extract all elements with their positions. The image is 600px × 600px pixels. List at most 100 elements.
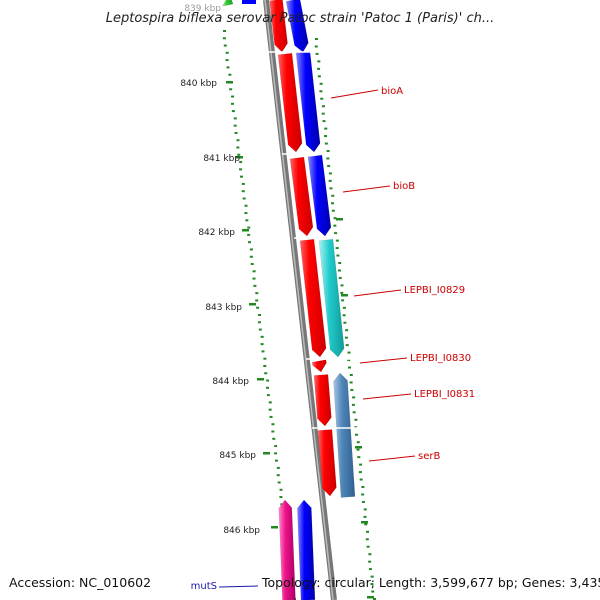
gc-dot bbox=[365, 538, 369, 541]
gc-dot bbox=[239, 161, 243, 164]
gc-dot bbox=[247, 226, 251, 229]
gc-dot bbox=[274, 445, 278, 448]
cds-feature[interactable] bbox=[289, 156, 314, 237]
gc-dot bbox=[263, 357, 267, 360]
gene-label-serB[interactable]: serB bbox=[418, 451, 440, 462]
gc-dot bbox=[331, 194, 335, 197]
gc-dot bbox=[324, 135, 328, 138]
leader-line bbox=[330, 89, 379, 99]
tick-label: 844 kbp bbox=[212, 377, 249, 387]
leader-line bbox=[368, 455, 416, 462]
gc-dot bbox=[223, 30, 226, 32]
gc-dot bbox=[255, 299, 259, 302]
gc-dot bbox=[271, 423, 275, 426]
gc-dot bbox=[349, 381, 353, 384]
gc-dot bbox=[342, 306, 346, 309]
gc-dot bbox=[321, 105, 325, 108]
gc-dot bbox=[236, 139, 240, 142]
gc-dot bbox=[342, 314, 346, 317]
gene-feature[interactable] bbox=[222, 0, 234, 7]
gc-dot bbox=[333, 224, 337, 227]
gc-dot bbox=[257, 321, 261, 324]
gc-dot bbox=[343, 321, 347, 324]
gc-dot bbox=[329, 187, 333, 190]
gene-label-mutS[interactable]: mutS bbox=[191, 581, 217, 592]
cds-feature[interactable] bbox=[317, 429, 337, 497]
gc-dot bbox=[315, 52, 319, 55]
gc-dot bbox=[245, 219, 249, 222]
gc-dot bbox=[352, 396, 356, 399]
gc-dot bbox=[252, 270, 256, 273]
gc-dot bbox=[271, 430, 275, 433]
gc-dash bbox=[263, 452, 270, 455]
gc-dash bbox=[361, 521, 368, 524]
gene-mutS[interactable] bbox=[297, 499, 316, 600]
gene-LEPBI_I0829[interactable] bbox=[318, 239, 345, 358]
gene-bioB[interactable] bbox=[307, 154, 332, 237]
gc-dot bbox=[337, 269, 341, 272]
gc-dot bbox=[338, 262, 342, 264]
gene-feature[interactable] bbox=[242, 0, 256, 4]
gc-dot bbox=[359, 478, 363, 481]
gc-dot bbox=[279, 488, 283, 491]
cds-feature[interactable] bbox=[299, 238, 327, 358]
gc-dot bbox=[233, 117, 237, 120]
gc-dot bbox=[335, 239, 339, 242]
gc-dot bbox=[225, 59, 229, 62]
gc-dot bbox=[272, 437, 276, 440]
leader-line bbox=[359, 357, 408, 364]
gc-dot bbox=[260, 343, 264, 346]
gc-dot bbox=[241, 182, 245, 185]
gc-dot bbox=[333, 217, 337, 220]
tick-label: 845 kbp bbox=[219, 451, 256, 461]
gc-dot bbox=[226, 66, 230, 69]
gene-label-LEPBI_I0829[interactable]: LEPBI_I0829 bbox=[404, 285, 465, 296]
gc-dot bbox=[334, 232, 338, 235]
gene-label-LEPBI_I0831[interactable]: LEPBI_I0831 bbox=[414, 389, 475, 400]
gene-label-bioB[interactable]: bioB bbox=[393, 181, 415, 192]
gc-dot bbox=[277, 481, 281, 484]
gc-dot bbox=[228, 73, 232, 76]
gc-dot bbox=[331, 202, 335, 205]
gc-dot bbox=[368, 568, 372, 571]
gc-dot bbox=[363, 515, 367, 518]
gc-dot bbox=[237, 153, 241, 156]
cds-feature[interactable] bbox=[313, 374, 332, 427]
gc-dot bbox=[319, 82, 323, 85]
gc-dot bbox=[327, 164, 331, 167]
gc-dot bbox=[241, 190, 245, 193]
gc-dot bbox=[266, 379, 270, 382]
gc-dot bbox=[338, 276, 342, 279]
gene-LEPBI_I0831[interactable] bbox=[333, 372, 356, 498]
gc-dot bbox=[347, 351, 351, 354]
gc-dot bbox=[230, 102, 234, 105]
gc-dot bbox=[256, 306, 260, 309]
gc-dot bbox=[348, 366, 352, 369]
gc-dash bbox=[355, 446, 362, 449]
genome-backbone bbox=[263, 0, 337, 600]
gc-dot bbox=[361, 493, 365, 496]
gene-track[interactable] bbox=[222, 0, 358, 600]
gc-dot bbox=[317, 60, 321, 63]
gc-dot bbox=[354, 418, 358, 421]
gc-dash bbox=[341, 294, 348, 297]
gc-dot bbox=[350, 388, 354, 391]
gc-dot bbox=[231, 95, 235, 98]
gc-dot bbox=[269, 415, 273, 418]
gc-dot bbox=[370, 583, 374, 586]
tick-label: 843 kbp bbox=[205, 303, 242, 313]
gc-dot bbox=[356, 448, 360, 451]
gene-feature[interactable] bbox=[285, 0, 309, 53]
gc-dot bbox=[324, 127, 328, 130]
gc-dot bbox=[244, 212, 248, 215]
cds-feature[interactable] bbox=[277, 52, 303, 153]
cds-feature[interactable] bbox=[311, 359, 327, 373]
cds-feature[interactable] bbox=[269, 0, 288, 53]
gene-label-bioA[interactable]: bioA bbox=[381, 86, 403, 97]
cds-feature[interactable] bbox=[278, 499, 296, 600]
gc-dot bbox=[274, 459, 278, 462]
gene-label-LEPBI_I0830[interactable]: LEPBI_I0830 bbox=[410, 353, 471, 364]
gene-labels[interactable]: bioA bioB LEPBI_I0829 LEPBI_I0830 LEPBI_I083… bbox=[191, 86, 476, 592]
gc-dot bbox=[321, 112, 325, 115]
